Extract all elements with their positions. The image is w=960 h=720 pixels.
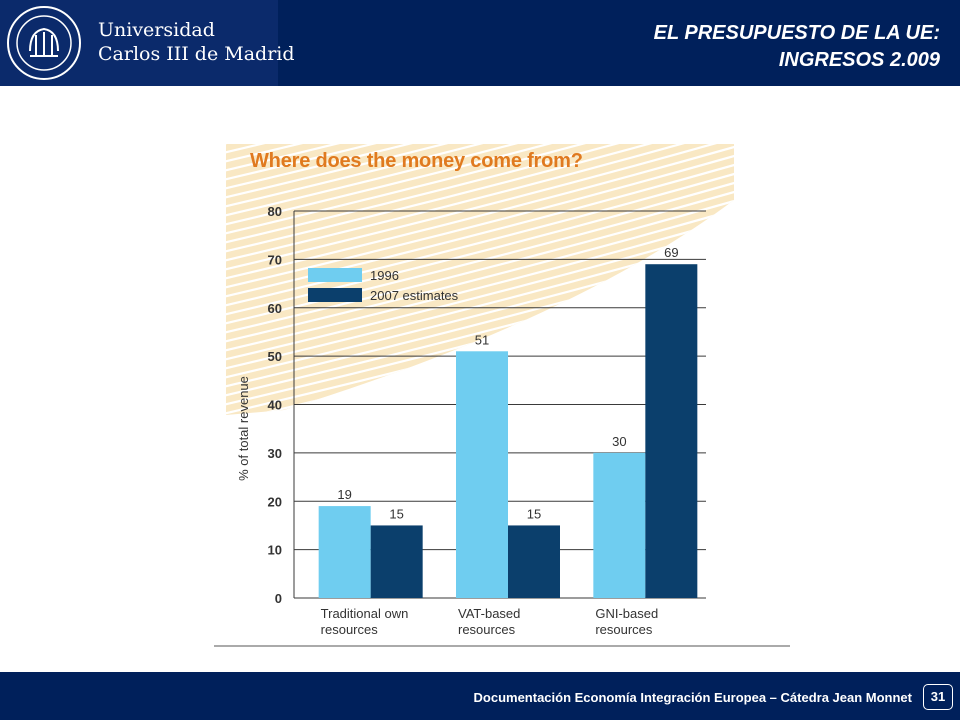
slide-title: EL PRESUPUESTO DE LA UE: INGRESOS 2.009 (380, 20, 940, 74)
data-label: 69 (664, 245, 678, 260)
band-stripe (226, 144, 734, 184)
y-tick-label: 80 (268, 204, 282, 219)
university-logo: Universidad Carlos III de Madrid (0, 0, 295, 86)
data-label: 19 (337, 487, 351, 502)
x-tick-label: resources (321, 622, 379, 637)
chart-bars (318, 264, 698, 598)
y-tick-label: 70 (268, 252, 282, 267)
y-tick-label: 10 (268, 543, 282, 558)
slide-title-line2: INGRESOS 2.009 (778, 49, 940, 71)
band-stripe (226, 144, 734, 256)
band-stripe (226, 144, 734, 211)
band-stripe (226, 144, 734, 229)
header-bar: Universidad Carlos III de Madrid EL PRES… (0, 0, 960, 86)
data-label: 15 (527, 506, 541, 521)
bar-s2 (645, 264, 698, 598)
bar-s2 (508, 525, 560, 598)
band-stripe (226, 183, 734, 337)
band-stripe (226, 144, 734, 166)
page-number: 31 (923, 684, 953, 710)
university-name-line2: Carlos III de Madrid (98, 43, 295, 65)
band-stripe (226, 174, 734, 328)
band-stripe (226, 147, 734, 301)
y-tick-label: 50 (268, 349, 282, 364)
bar-s1 (593, 452, 646, 598)
footer-text: Documentación Economía Integración Europ… (473, 690, 912, 705)
bar-s1 (456, 351, 508, 598)
chart-canvas: 0 10 20 30 40 50 60 70 80 % of total revenue 19 15… (214, 144, 790, 647)
band-stripe (226, 144, 734, 238)
band-stripe (226, 156, 734, 310)
band-stripe (226, 144, 734, 202)
x-tick-label: Traditional own (321, 606, 409, 621)
band-stripe (226, 144, 734, 175)
y-tick-label: 30 (268, 446, 282, 461)
legend-swatch (308, 288, 362, 302)
band-stripe (226, 165, 734, 319)
bar-s2 (370, 525, 423, 598)
university-name-line1: Universidad (98, 19, 215, 41)
band-stripe (226, 144, 734, 283)
band-stripe (226, 144, 734, 247)
data-label: 15 (389, 506, 403, 521)
x-tick-label: GNI-based (595, 606, 658, 621)
band-stripe (226, 144, 734, 292)
y-axis-label: % of total revenue (236, 376, 251, 481)
legend-swatch (308, 268, 362, 282)
x-tick-label: resources (595, 622, 653, 637)
legend-label: 2007 estimates (370, 288, 459, 303)
footer-bar: Documentación Economía Integración Europ… (0, 672, 960, 720)
x-tick-label: resources (458, 622, 516, 637)
band-stripe (226, 144, 734, 220)
university-seal-icon (7, 6, 81, 80)
chart-title: Where does the money come from? (250, 150, 583, 172)
chart-legend: 1996 2007 estimates (308, 268, 459, 303)
revenue-chart: 0 10 20 30 40 50 60 70 80 % of total revenue 19 15… (214, 140, 790, 650)
band-stripe (226, 144, 734, 193)
y-tick-label: 60 (268, 301, 282, 316)
bar-s1 (318, 506, 371, 598)
band-stripe (226, 144, 734, 265)
slide-title-line1: EL PRESUPUESTO DE LA UE: (653, 22, 940, 44)
data-label: 51 (475, 332, 489, 347)
x-tick-label: VAT-based (458, 606, 520, 621)
university-name: Universidad Carlos III de Madrid (98, 18, 295, 66)
y-tick-label: 0 (275, 591, 282, 606)
y-tick-label: 40 (268, 398, 282, 413)
data-label: 30 (612, 434, 626, 449)
y-tick-label: 20 (268, 494, 282, 509)
band-stripe (226, 144, 734, 274)
legend-label: 1996 (370, 268, 399, 283)
